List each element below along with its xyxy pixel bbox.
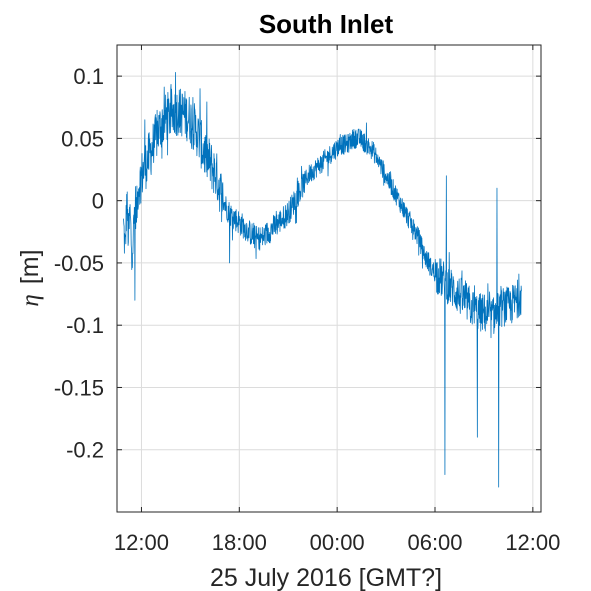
y-tick-label: -0.05 [54, 251, 104, 276]
y-axis-symbol: η [17, 294, 44, 306]
x-tick-label: 00:00 [310, 530, 365, 555]
y-tick-labels: 0.1 0.05 0 -0.05 -0.1 -0.15 -0.2 [54, 64, 104, 463]
x-tick-label: 12:00 [114, 530, 169, 555]
series-line [123, 72, 522, 488]
grid [117, 45, 541, 512]
y-tick-label: -0.2 [66, 438, 104, 463]
y-tick-label: -0.15 [54, 375, 104, 400]
series-group [123, 72, 522, 488]
y-tick-label: -0.1 [66, 313, 104, 338]
x-tick-label: 06:00 [407, 530, 462, 555]
y-tick-label: 0.1 [73, 64, 104, 89]
x-tick-labels: 12:00 18:00 00:00 06:00 12:00 [114, 530, 560, 555]
ticks [117, 45, 541, 512]
y-axis-unit: [m] [16, 249, 44, 284]
x-axis-label: 25 July 2016 [GMT?] [210, 564, 442, 591]
y-tick-label: 0 [92, 189, 104, 214]
y-axis-label: η [m] [16, 249, 44, 306]
plot-frame [116, 44, 542, 513]
x-tick-label: 18:00 [212, 530, 267, 555]
chart-title: South Inlet [259, 9, 394, 39]
y-tick-label: 0.05 [61, 126, 104, 151]
x-tick-label: 12:00 [505, 530, 560, 555]
